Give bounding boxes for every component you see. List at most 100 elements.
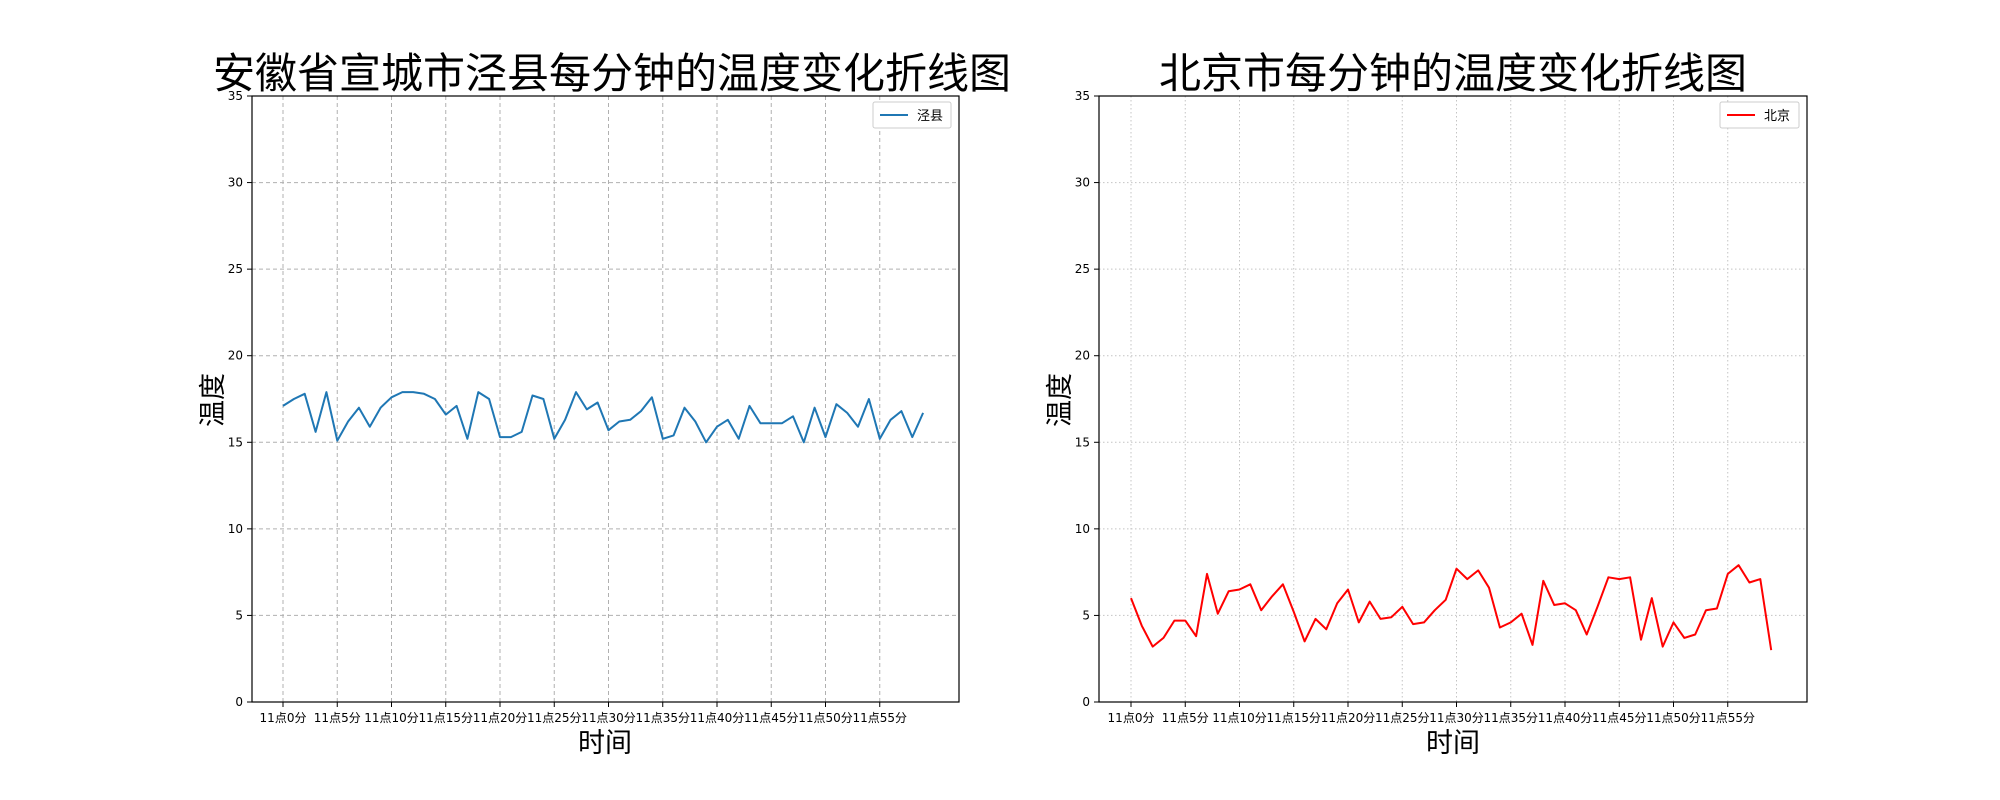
y-tick-label: 0: [235, 695, 243, 709]
x-tick-label: 11点25分: [527, 711, 582, 725]
data-point: [347, 421, 349, 423]
y-tick-label: 35: [228, 89, 243, 103]
data-point: [369, 426, 371, 428]
x-tick-label: 11点45分: [744, 711, 799, 725]
chart-beijing: 北京市每分钟的温度变化折线图 0 5 10 15 20 25 30 35 11点0分 11点5分…: [1045, 49, 1808, 759]
x-tick-label: 11点20分: [1321, 711, 1376, 725]
legend-box: [872, 101, 952, 129]
y-tick-label: 20: [228, 349, 243, 363]
data-point: [879, 438, 881, 440]
data-point: [532, 395, 534, 397]
data-point: [1315, 618, 1317, 620]
y-axis-label: 温度: [198, 373, 229, 427]
y-tick-label: 30: [1075, 176, 1090, 190]
data-point: [1325, 628, 1327, 630]
data-point: [434, 398, 436, 400]
data-point: [629, 419, 631, 421]
data-point: [1629, 576, 1631, 578]
data-point: [857, 426, 859, 428]
data-point: [586, 408, 588, 410]
data-point: [325, 391, 327, 393]
data-point: [1477, 569, 1479, 571]
data-point: [1130, 597, 1132, 599]
data-point: [304, 393, 306, 395]
data-point: [1770, 649, 1772, 651]
x-axis-label: 时间: [578, 728, 632, 759]
data-point: [1217, 613, 1219, 615]
data-point: [1195, 635, 1197, 637]
plot-frame: [1098, 95, 1808, 703]
data-point: [1575, 609, 1577, 611]
data-point: [618, 421, 620, 423]
data-point: [510, 436, 512, 438]
data-point: [770, 422, 772, 424]
data-point: [445, 414, 447, 416]
chart-jingxian: 安徽省宣城市泾县每分钟的温度变化折线图 0 5 10 15 20 25 30 35 11点0分…: [198, 49, 1011, 759]
data-point: [1499, 627, 1501, 629]
data-point: [1521, 613, 1523, 615]
data-point: [1282, 583, 1284, 585]
data-point: [1304, 640, 1306, 642]
data-point: [1390, 616, 1392, 618]
data-point: [521, 431, 523, 433]
data-point: [1738, 564, 1740, 566]
legend: 泾县: [872, 101, 952, 129]
x-tick-label: 11点5分: [1162, 711, 1209, 725]
x-tick-label: 11点0分: [260, 711, 307, 725]
y-tick-label: 25: [1075, 262, 1090, 276]
data-point: [890, 419, 892, 421]
y-axis: 0 5 10 15 20 25 30 35: [1075, 89, 1099, 709]
x-tick-label: 11点25分: [1375, 711, 1430, 725]
data-point: [1607, 576, 1609, 578]
data-point: [1694, 634, 1696, 636]
data-point: [1662, 646, 1664, 648]
data-point: [315, 431, 317, 433]
data-point: [738, 438, 740, 440]
data-point: [1488, 587, 1490, 589]
x-tick-label: 11点10分: [1212, 711, 1267, 725]
data-point: [1152, 646, 1154, 648]
data-point: [1553, 604, 1555, 606]
data-point: [466, 438, 468, 440]
data-point: [488, 398, 490, 400]
legend-label: 北京: [1764, 109, 1790, 124]
data-point: [1759, 578, 1761, 580]
data-point: [1532, 644, 1534, 646]
data-point: [640, 410, 642, 412]
x-tick-label: 11点55分: [852, 711, 907, 725]
data-point: [380, 407, 382, 409]
data-point: [401, 391, 403, 393]
x-axis: 11点0分 11点5分 11点10分 11点15分 11点20分 11点25分 11点30分…: [260, 702, 907, 725]
data-point: [868, 398, 870, 400]
x-tick-label: 11点35分: [635, 711, 690, 725]
data-point: [553, 438, 555, 440]
data-point: [1542, 580, 1544, 582]
data-point: [1445, 599, 1447, 601]
data-point: [542, 398, 544, 400]
data-point: [282, 405, 284, 407]
data-point: [1347, 589, 1349, 591]
data-point: [1228, 590, 1230, 592]
y-tick-label: 25: [228, 262, 243, 276]
data-point: [1141, 625, 1143, 627]
data-point: [1748, 582, 1750, 584]
data-point: [1618, 578, 1620, 580]
data-point: [293, 398, 295, 400]
x-tick-label: 11点0分: [1108, 711, 1155, 725]
series-line: [282, 391, 925, 444]
x-tick-label: 11点10分: [364, 711, 419, 725]
grid-lines: [1099, 95, 1807, 703]
x-tick-label: 11点5分: [314, 711, 361, 725]
data-point: [781, 422, 783, 424]
data-point: [651, 396, 653, 398]
data-point: [1380, 618, 1382, 620]
data-point: [358, 407, 360, 409]
data-point: [727, 419, 729, 421]
data-point: [412, 391, 414, 393]
data-point: [1401, 606, 1403, 608]
y-axis: 0 5 10 15 20 25 30 35: [228, 89, 252, 709]
data-point: [684, 407, 686, 409]
data-point: [1456, 568, 1458, 570]
y-tick-label: 20: [1075, 349, 1090, 363]
data-point: [911, 436, 913, 438]
